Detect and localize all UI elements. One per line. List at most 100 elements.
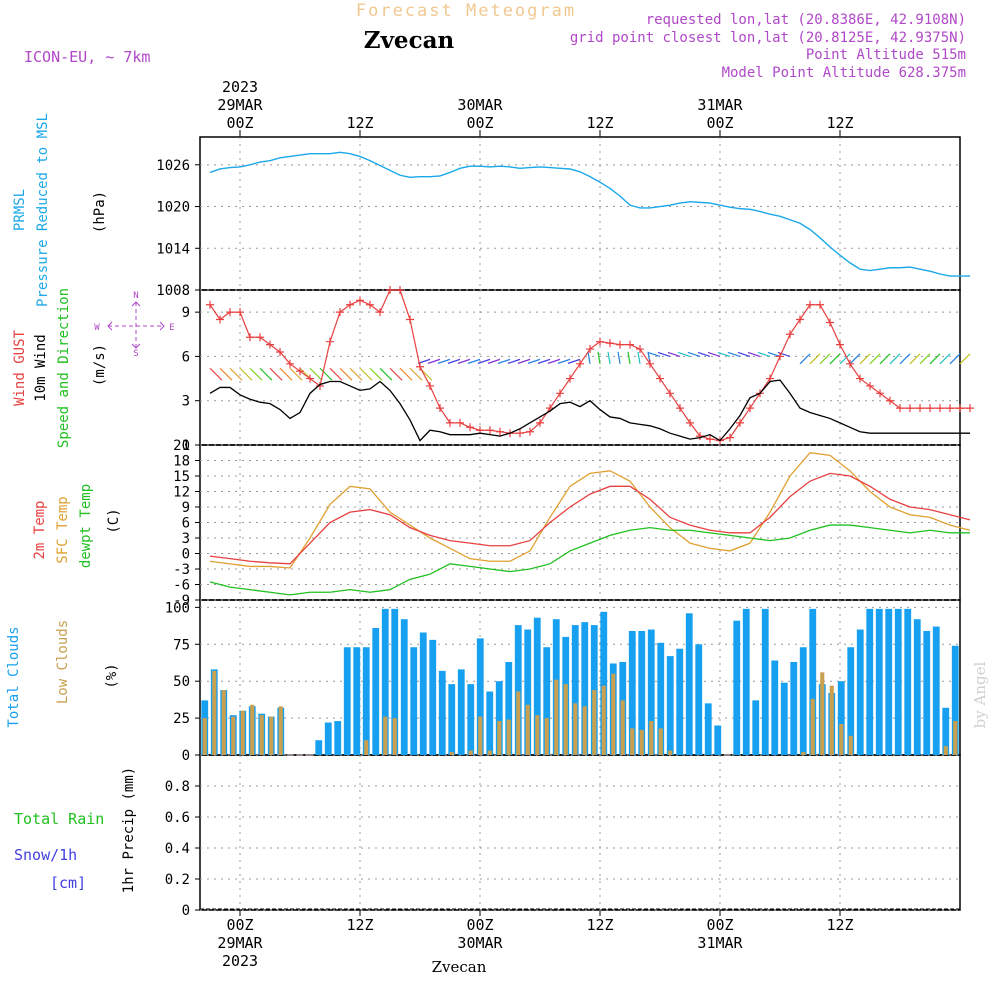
- low-cloud-bar: [487, 750, 492, 755]
- snow-label: Snow/1h: [14, 846, 77, 864]
- total-cloud-bar: [343, 647, 351, 755]
- chart-title: Forecast Meteogram: [356, 1, 576, 21]
- low-cloud-bar: [810, 698, 815, 755]
- total-cloud-bar: [657, 642, 665, 755]
- cloud-y-ticks: 0 25 50 75 100: [165, 600, 960, 764]
- time-label: 12Z: [346, 916, 373, 934]
- wind-arrow: [859, 353, 871, 365]
- total-cloud-bar: [704, 703, 712, 755]
- wind-arrow: [507, 358, 521, 364]
- date-label: 31MAR: [697, 934, 743, 952]
- total-cloud-bar: [448, 684, 456, 755]
- requested-coords: requested lon,lat (20.8386E, 42.9108N): [646, 12, 966, 28]
- panel-labels: PRMSL Pressure Reduced to MSL (hPa) Wind…: [6, 113, 137, 893]
- wind-arrow: [767, 351, 781, 357]
- wind-arrow: [457, 358, 471, 364]
- wind-arrow: [899, 353, 911, 365]
- wind-arrow: [849, 353, 861, 365]
- wind-arrow: [597, 351, 601, 364]
- gust-marker: [906, 404, 914, 413]
- y-tick-label: 0.8: [165, 779, 190, 795]
- wind-arrow: [219, 367, 233, 381]
- t2m-label: 2m Temp: [32, 500, 48, 559]
- wind-arrow: [747, 351, 761, 357]
- low-cloud-bar: [592, 690, 597, 755]
- low-cloud-bar: [231, 716, 236, 755]
- total-cloud-bar: [714, 725, 722, 755]
- pressure-line: [209, 151, 970, 277]
- precip-y-ticks: 0 0.2 0.4 0.6 0.8: [165, 779, 960, 919]
- wind-arrow: [369, 367, 383, 381]
- total-cloud-bar: [400, 619, 408, 755]
- gust-marker: [326, 337, 334, 346]
- gust-marker: [966, 404, 974, 413]
- y-tick-label: 1008: [156, 283, 190, 299]
- gust-marker: [706, 435, 714, 444]
- gust-marker: [236, 308, 244, 317]
- gust-marker: [666, 389, 674, 398]
- total-cloud-bar: [761, 608, 769, 755]
- time-label: 00Z: [226, 114, 253, 132]
- low-cloud-bar: [839, 724, 844, 755]
- gust-marker: [346, 300, 354, 309]
- low-cloud-bar: [516, 691, 521, 755]
- model-altitude: Model Point Altitude 628.375m: [722, 65, 966, 81]
- total-cloud-bar: [771, 660, 779, 755]
- gust-marker: [396, 286, 404, 294]
- wind-arrow: [919, 353, 931, 365]
- gust-marker: [876, 389, 884, 398]
- low-cloud-bar: [649, 721, 654, 755]
- wind-speed-line: [209, 379, 970, 442]
- gust-marker: [406, 315, 414, 324]
- gust-marker: [866, 381, 874, 390]
- low-cloud-bar: [953, 721, 958, 755]
- gust-marker: [836, 340, 844, 349]
- total-cloud-bar: [457, 669, 465, 755]
- wind-arrow: [687, 351, 701, 357]
- time-label: 00Z: [706, 916, 733, 934]
- y-tick-label: 9: [182, 500, 190, 516]
- time-label: 00Z: [226, 916, 253, 934]
- wind-arrow: [607, 351, 611, 364]
- gust-marker: [826, 318, 834, 327]
- time-label: 00Z: [466, 916, 493, 934]
- gust-label: Wind GUST: [12, 330, 28, 406]
- gust-marker: [856, 374, 864, 383]
- wind-arrow: [467, 358, 481, 364]
- total-cloud-bar: [533, 617, 541, 755]
- wind-arrow: [359, 367, 373, 381]
- y-tick-label: 0.6: [165, 810, 190, 826]
- total-cloud-bar: [543, 647, 551, 755]
- wind-arrow: [537, 358, 551, 364]
- time-label: 12Z: [826, 916, 853, 934]
- wind-arrow: [799, 353, 811, 365]
- wind-arrow: [527, 358, 541, 364]
- wind-arrow: [517, 358, 531, 364]
- total-cloud-bar: [571, 625, 579, 755]
- y-tick-label: 6: [182, 516, 190, 532]
- low-cloud-bar: [601, 685, 606, 755]
- low-cloud-bar: [829, 685, 834, 755]
- total-cloud-bar: [666, 656, 674, 755]
- gust-marker: [946, 404, 954, 413]
- wind-arrow: [329, 367, 343, 381]
- gust-marker: [246, 333, 254, 342]
- wind-arrow: [447, 358, 461, 364]
- gust-marker: [696, 432, 704, 441]
- wind-arrow: [259, 367, 273, 381]
- y-tick-label: 0.2: [165, 872, 190, 888]
- gust-marker: [516, 429, 524, 438]
- gust-marker: [726, 433, 734, 442]
- wind-arrow: [727, 351, 741, 357]
- wind-arrow: [677, 351, 691, 357]
- gust-marker: [226, 308, 234, 317]
- low-cloud-bar: [506, 719, 511, 755]
- total-cloud-bar: [324, 722, 332, 755]
